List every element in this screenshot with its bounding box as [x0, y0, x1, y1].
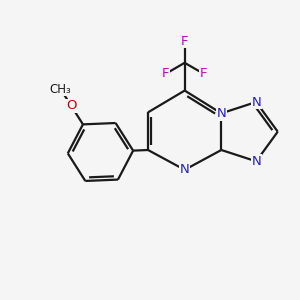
Text: F: F: [200, 67, 207, 80]
Text: N: N: [180, 163, 190, 176]
Text: F: F: [162, 67, 169, 80]
Text: CH₃: CH₃: [50, 83, 71, 96]
Text: N: N: [217, 107, 226, 120]
Text: N: N: [251, 155, 261, 168]
Text: O: O: [66, 100, 76, 112]
Text: F: F: [181, 34, 188, 47]
Text: N: N: [251, 95, 261, 109]
